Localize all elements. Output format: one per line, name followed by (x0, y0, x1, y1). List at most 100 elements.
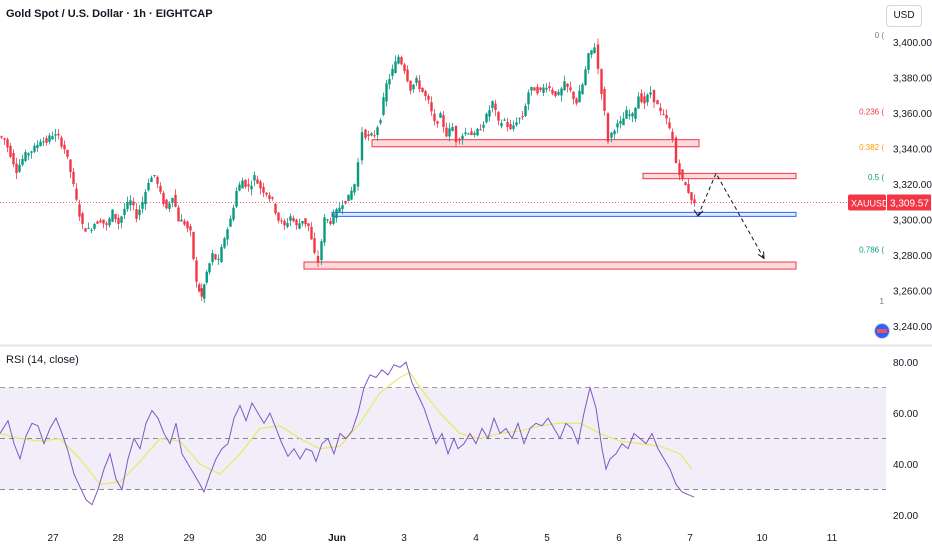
candle[interactable] (298, 218, 301, 230)
candle[interactable] (168, 201, 171, 213)
candle[interactable] (81, 211, 84, 230)
candle[interactable] (274, 203, 277, 216)
candle[interactable] (63, 140, 66, 154)
candle[interactable] (48, 132, 51, 145)
candle[interactable] (488, 105, 491, 122)
candle[interactable] (671, 128, 674, 143)
candle[interactable] (9, 142, 12, 159)
candle[interactable] (637, 92, 640, 109)
candle[interactable] (458, 137, 461, 145)
candle[interactable] (530, 86, 533, 96)
candle[interactable] (533, 86, 536, 91)
candle[interactable] (198, 282, 201, 293)
candle[interactable] (344, 200, 347, 205)
candle[interactable] (662, 109, 665, 116)
candle[interactable] (600, 68, 603, 100)
candle[interactable] (307, 223, 310, 232)
candle[interactable] (430, 96, 433, 116)
candle[interactable] (415, 75, 418, 87)
candle[interactable] (304, 218, 307, 228)
candle[interactable] (316, 250, 320, 268)
candle[interactable] (220, 244, 223, 263)
candle[interactable] (427, 93, 430, 104)
candle[interactable] (509, 119, 512, 130)
candle[interactable] (259, 179, 262, 195)
price-axis[interactable]: 3,400.00 3,380.00 3,360.00 3,340.00 3,320.00… (848, 31, 932, 333)
candle[interactable] (253, 171, 256, 187)
candle[interactable] (244, 179, 247, 189)
candle[interactable] (126, 196, 129, 212)
candle[interactable] (563, 75, 566, 91)
candle[interactable] (379, 118, 382, 126)
candle[interactable] (27, 152, 30, 161)
candle[interactable] (439, 111, 442, 119)
candle[interactable] (476, 127, 479, 137)
candle[interactable] (524, 103, 527, 118)
candle[interactable] (551, 87, 554, 96)
candle[interactable] (15, 157, 18, 180)
candle[interactable] (690, 192, 693, 205)
price-pane[interactable] (0, 38, 886, 304)
last-price-tag[interactable] (887, 194, 931, 211)
candle[interactable] (238, 181, 241, 192)
candle[interactable] (265, 192, 268, 197)
candle[interactable] (54, 128, 57, 142)
candle[interactable] (132, 197, 135, 211)
candle[interactable] (313, 232, 316, 255)
candle[interactable] (625, 105, 628, 120)
candle[interactable] (117, 214, 120, 230)
candle[interactable] (353, 183, 356, 196)
rsi-axis[interactable]: 80.00 60.00 40.00 20.00 (893, 358, 918, 522)
candle[interactable] (569, 81, 572, 93)
candle[interactable] (403, 62, 406, 75)
candle[interactable] (195, 256, 198, 288)
candle[interactable] (332, 209, 335, 226)
support-line[interactable] (331, 211, 797, 217)
candle[interactable] (226, 227, 229, 246)
projection-path[interactable] (697, 172, 765, 259)
candle[interactable] (668, 117, 671, 130)
candle[interactable] (271, 196, 274, 201)
rsi-line[interactable] (0, 361, 695, 506)
candle[interactable] (572, 91, 575, 105)
candle[interactable] (391, 64, 394, 80)
candle[interactable] (42, 136, 45, 147)
candle[interactable] (503, 117, 506, 121)
candle[interactable] (527, 89, 530, 111)
candle[interactable] (205, 269, 208, 285)
candle[interactable] (217, 254, 220, 265)
candle[interactable] (310, 222, 313, 240)
candle[interactable] (232, 204, 235, 222)
candle[interactable] (289, 213, 292, 226)
candle[interactable] (30, 150, 33, 159)
candle[interactable] (301, 220, 304, 227)
candle[interactable] (350, 186, 353, 201)
candle[interactable] (144, 189, 147, 211)
candle[interactable] (141, 196, 144, 214)
candle[interactable] (584, 66, 587, 87)
candle[interactable] (129, 195, 132, 211)
candle[interactable] (211, 249, 214, 266)
candle[interactable] (341, 200, 344, 215)
candle[interactable] (388, 74, 391, 90)
candle[interactable] (512, 120, 515, 132)
candle[interactable] (536, 83, 539, 96)
candle[interactable] (192, 231, 195, 261)
candle[interactable] (335, 207, 338, 223)
candle[interactable] (397, 54, 400, 65)
candle[interactable] (156, 175, 159, 189)
candle[interactable] (66, 149, 69, 160)
candle[interactable] (183, 218, 186, 227)
candle[interactable] (114, 213, 117, 223)
candle[interactable] (656, 99, 659, 105)
candle[interactable] (147, 178, 150, 192)
candle[interactable] (646, 93, 649, 106)
candle[interactable] (111, 209, 114, 223)
candle[interactable] (382, 92, 385, 117)
candle[interactable] (590, 50, 593, 59)
candle[interactable] (610, 131, 613, 143)
candle[interactable] (39, 138, 42, 147)
candle[interactable] (418, 74, 421, 93)
candle[interactable] (45, 135, 48, 146)
candle[interactable] (634, 107, 637, 123)
